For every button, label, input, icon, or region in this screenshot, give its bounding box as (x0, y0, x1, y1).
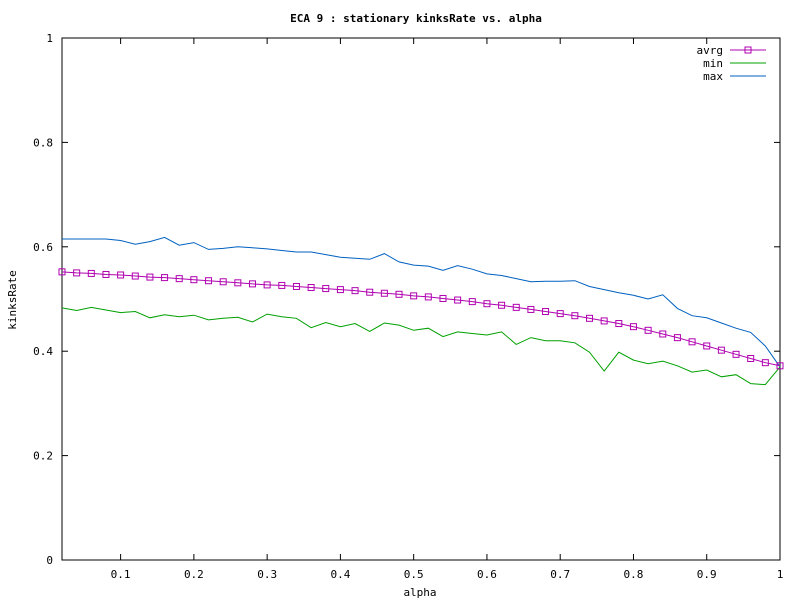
data-point-avrg (175, 275, 183, 283)
y-tick-label: 0.8 (33, 136, 53, 149)
data-point-avrg (395, 290, 403, 298)
data-point-avrg (263, 281, 271, 289)
data-point-avrg (659, 330, 667, 338)
x-tick-label: 0.2 (184, 568, 204, 581)
data-point-avrg (278, 281, 286, 289)
data-point-avrg (410, 292, 418, 300)
data-point-avrg (219, 278, 227, 286)
data-point-avrg (424, 293, 432, 301)
x-tick-label: 1 (777, 568, 784, 581)
data-point-avrg (542, 308, 550, 316)
data-point-avrg (366, 288, 374, 296)
data-point-avrg (322, 285, 330, 293)
x-tick-label: 0.6 (477, 568, 497, 581)
data-point-avrg (600, 317, 608, 325)
y-tick-label: 0.6 (33, 241, 53, 254)
data-point-avrg (87, 269, 95, 277)
series-line-avrg (61, 271, 781, 367)
data-point-avrg (527, 305, 535, 313)
series-layer (58, 236, 784, 386)
plot-frame (61, 37, 781, 561)
x-tick-label: 0.8 (624, 568, 644, 581)
data-point-avrg (205, 277, 213, 285)
data-point-avrg (747, 355, 755, 363)
x-axis: 0.1 0.2 0.3 0.4 0.5 0.6 0.7 0.8 0.9 1 (111, 38, 784, 581)
data-point-avrg (571, 312, 579, 320)
data-point-avrg (336, 286, 344, 294)
series-line-max (62, 236, 781, 368)
x-tick-label: 0.7 (550, 568, 570, 581)
data-point-avrg (512, 303, 520, 311)
legend-label-max: max (703, 70, 723, 83)
data-point-avrg (644, 326, 652, 334)
data-point-avrg (732, 350, 740, 358)
data-point-avrg (248, 280, 256, 288)
data-point-avrg (556, 310, 564, 318)
data-point-avrg (468, 298, 476, 306)
y-tick-label: 0.2 (33, 450, 53, 463)
x-tick-label: 0.9 (697, 568, 717, 581)
data-point-avrg (190, 276, 198, 284)
data-point-avrg (629, 323, 637, 331)
data-point-avrg (131, 272, 139, 280)
data-point-avrg (483, 300, 491, 308)
data-point-avrg (688, 338, 696, 346)
y-tick-label: 0.4 (33, 345, 53, 358)
x-tick-label: 0.5 (404, 568, 424, 581)
x-tick-label: 0.1 (111, 568, 131, 581)
data-point-avrg (380, 289, 388, 297)
legend-label-avrg: avrg (697, 44, 724, 57)
data-point-avrg (161, 274, 169, 282)
data-point-avrg (73, 269, 81, 277)
data-point-avrg (498, 301, 506, 309)
y-tick-label: 1 (46, 32, 53, 45)
chart-title: ECA 9 : stationary kinksRate vs. alpha (290, 12, 542, 25)
data-point-avrg (615, 320, 623, 328)
y-axis: 0 0.2 0.4 0.6 0.8 1 (33, 32, 780, 567)
legend-marker-avrg (744, 46, 752, 54)
x-tick-label: 0.3 (257, 568, 277, 581)
data-point-avrg (776, 362, 784, 370)
x-axis-label: alpha (403, 586, 436, 599)
data-point-avrg (761, 359, 769, 367)
legend-label-min: min (703, 57, 723, 70)
data-point-avrg (58, 268, 66, 276)
y-tick-label: 0 (46, 554, 53, 567)
data-point-avrg (439, 294, 447, 302)
data-point-avrg (234, 279, 242, 287)
series-line-min (61, 306, 781, 386)
x-tick-label: 0.4 (330, 568, 350, 581)
y-axis-label: kinksRate (6, 270, 19, 330)
data-point-avrg (146, 273, 154, 281)
data-point-avrg (117, 271, 125, 279)
data-point-avrg (351, 287, 359, 295)
data-point-avrg (586, 314, 594, 322)
data-point-avrg (703, 342, 711, 350)
data-point-avrg (673, 334, 681, 342)
data-point-avrg (307, 284, 315, 292)
data-point-avrg (102, 270, 110, 278)
data-point-avrg (454, 296, 462, 304)
data-point-avrg (292, 282, 300, 290)
data-point-avrg (717, 346, 725, 354)
